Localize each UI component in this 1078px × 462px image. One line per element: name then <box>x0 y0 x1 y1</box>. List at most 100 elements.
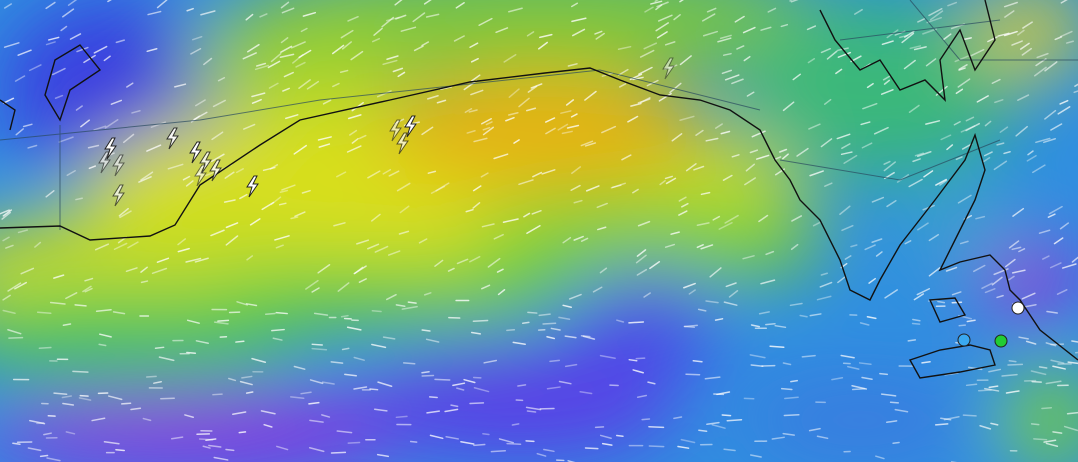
wind-streak <box>247 43 260 53</box>
wind-streak <box>868 277 876 284</box>
wind-streak <box>94 243 110 251</box>
wind-streak <box>1057 106 1071 115</box>
wind-streak <box>1003 30 1018 37</box>
wind-streak <box>58 136 74 143</box>
wind-streak <box>565 99 575 106</box>
wind-streak <box>744 177 756 186</box>
wind-streak <box>916 151 932 158</box>
wind-streak <box>562 304 572 309</box>
wind-streak <box>341 347 350 351</box>
wind-streak <box>903 59 916 70</box>
wind-streak <box>400 26 417 32</box>
wind-streak <box>657 14 673 22</box>
wind-streak <box>860 121 871 126</box>
wind-streak <box>298 79 311 89</box>
wind-streak <box>75 197 83 201</box>
wind-streak <box>232 411 247 416</box>
wind-streak <box>979 425 992 430</box>
wind-streak <box>78 397 92 401</box>
wind-streak <box>871 238 883 243</box>
wind-streak <box>939 179 948 186</box>
location-marker[interactable] <box>1011 301 1025 315</box>
wind-streak <box>275 244 284 249</box>
wind-streak <box>298 49 312 59</box>
wind-streak <box>723 448 736 452</box>
wind-streak <box>570 113 578 118</box>
wind-streak <box>816 435 829 440</box>
mainland-coast <box>0 67 1078 361</box>
wind-streak <box>573 199 583 204</box>
location-marker[interactable] <box>957 333 971 347</box>
wind-streak <box>447 267 455 272</box>
wind-streak <box>984 120 992 127</box>
wind-streak <box>131 110 141 114</box>
wind-streak <box>875 455 885 460</box>
wind-streak <box>908 178 923 188</box>
wind-streak <box>542 322 557 325</box>
wind-streak <box>478 17 493 27</box>
wind-streak <box>118 207 129 217</box>
wind-streak <box>254 64 269 71</box>
wind-streak <box>621 154 632 161</box>
wind-streak <box>142 417 152 422</box>
wind-streak <box>579 391 593 395</box>
wind-streak <box>61 395 72 399</box>
wind-streak <box>560 110 572 114</box>
wind-streak <box>616 434 624 438</box>
wind-streak <box>526 410 537 413</box>
wind-streak <box>191 35 203 41</box>
wind-streak <box>617 45 632 51</box>
wind-streak <box>1 211 12 220</box>
wind-streak <box>806 25 817 31</box>
wind-streak <box>47 36 60 41</box>
wind-streak <box>566 124 580 129</box>
wind-streak <box>245 391 254 394</box>
wind-streak <box>916 287 931 296</box>
wind-streak <box>251 92 266 98</box>
wind-streak <box>585 185 600 192</box>
wind-streak <box>235 340 245 343</box>
wind-streak <box>83 54 96 64</box>
wind-streak <box>550 327 561 331</box>
wind-streak <box>472 319 489 322</box>
wind-streak <box>470 57 479 63</box>
lightning-icon <box>404 115 417 138</box>
wind-streak <box>194 257 209 263</box>
wind-streak <box>505 116 515 122</box>
wind-streak <box>743 55 751 62</box>
wind-streak <box>386 293 397 301</box>
wind-streak <box>678 196 687 202</box>
wind-streak <box>412 12 426 23</box>
wind-streak <box>1054 36 1063 41</box>
wind-streak <box>259 13 268 18</box>
wind-streak <box>373 408 388 412</box>
wind-streak <box>601 125 617 134</box>
wind-streak <box>925 58 937 67</box>
wind-streak <box>742 255 755 260</box>
wind-streak <box>1042 255 1050 260</box>
wind-streak <box>103 441 120 445</box>
wind-streak <box>1025 340 1037 345</box>
wind-streak <box>239 193 248 200</box>
lightning-icon <box>662 57 675 80</box>
wind-streak <box>990 422 999 426</box>
wind-streak <box>280 1 290 9</box>
wind-streak <box>217 319 230 322</box>
wind-streak <box>75 105 83 111</box>
wind-streak <box>688 289 696 295</box>
wind-streak <box>824 182 833 187</box>
wind-streak <box>281 7 295 14</box>
wind-streak <box>618 68 629 76</box>
location-marker[interactable] <box>994 334 1008 348</box>
lightning-icon <box>189 141 202 164</box>
wind-streak <box>861 142 873 149</box>
wind-streak <box>39 454 49 458</box>
wind-streak <box>470 74 481 82</box>
wind-streak <box>1050 359 1065 364</box>
wind-streak <box>309 419 324 423</box>
wind-streak <box>611 184 622 189</box>
border-lines <box>0 0 1078 230</box>
wind-streak <box>935 178 947 186</box>
wind-streak <box>721 69 732 75</box>
wind-streak <box>693 165 705 171</box>
